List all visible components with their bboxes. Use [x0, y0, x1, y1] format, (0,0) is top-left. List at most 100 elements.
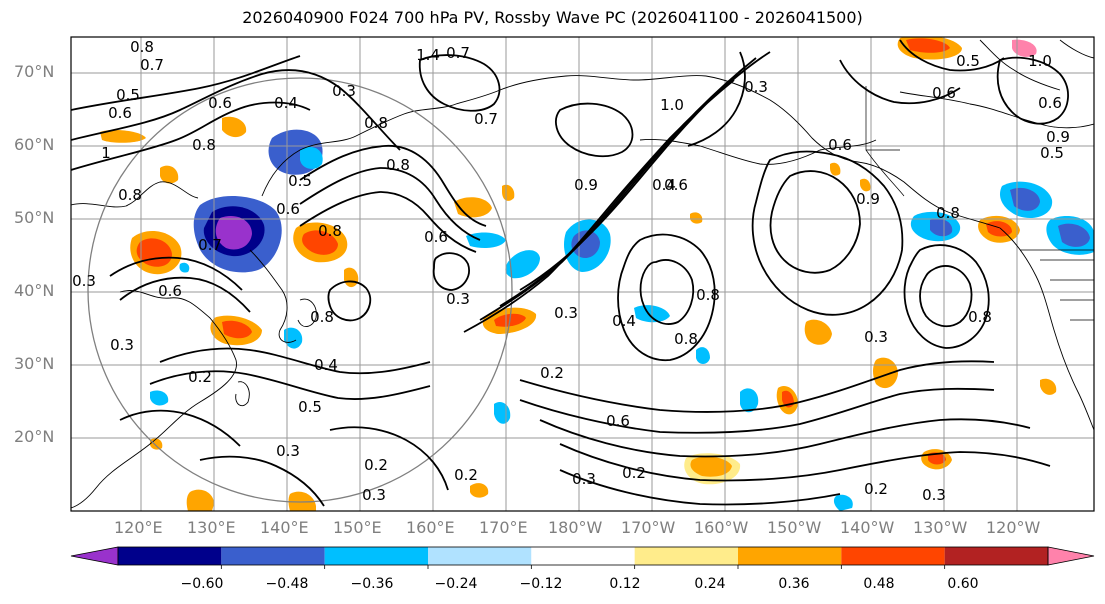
- negative-anomaly: [1058, 223, 1090, 247]
- contour-label: 0.3: [332, 82, 356, 100]
- negative-anomaly: [930, 218, 953, 237]
- lat-label: 40°N: [14, 281, 55, 300]
- negative-anomaly: [215, 215, 252, 250]
- contour-label: 0.3: [446, 290, 470, 308]
- contour-label: 0.5: [288, 172, 312, 190]
- pv-contours: [71, 39, 1069, 507]
- positive-anomaly: [502, 184, 515, 201]
- contour-label: 0.5: [298, 398, 322, 416]
- contour-label: 0.2: [622, 464, 646, 482]
- contour-label: 0.7: [474, 110, 498, 128]
- positive-anomaly: [470, 483, 489, 498]
- contour-label: 0.2: [188, 368, 212, 386]
- negative-anomaly: [179, 262, 190, 273]
- borders: [865, 86, 1094, 321]
- contour-labels: 0.8 0.7 1.4 0.7 0.5 0.6 0.6 0.4 0.3 0.7 …: [72, 38, 1070, 504]
- lat-label: 30°N: [14, 354, 55, 373]
- contour-label: 0.6: [1038, 94, 1062, 112]
- colorbar-extend-min: [70, 546, 119, 566]
- colorbar-segment: [841, 547, 945, 565]
- map-frame: [70, 36, 1095, 512]
- colorbar-tick-label: 0.60: [947, 576, 979, 592]
- colorbar-tick-label: 0.36: [778, 576, 810, 592]
- contour-label: 0.2: [454, 466, 478, 484]
- colorbar-tick-label: −0.12: [519, 576, 563, 592]
- contour-label: 0.9: [856, 190, 880, 208]
- positive-anomaly: [160, 165, 179, 184]
- colorbar-segment: [738, 547, 842, 565]
- colorbar-segment: [118, 547, 222, 565]
- contour-label: 0.7: [140, 56, 164, 74]
- contour-label: 0.6: [276, 200, 300, 218]
- contour-label: 0.6: [606, 412, 630, 430]
- colorbar-tick-label: 0.24: [694, 576, 726, 592]
- contour-label: 0.3: [362, 486, 386, 504]
- positive-anomaly: [690, 212, 703, 224]
- contour-label: 0.4: [274, 94, 298, 112]
- lon-label: 180°W: [548, 518, 603, 537]
- colorbar-segment: [324, 547, 428, 565]
- contour-label: 0.8: [130, 38, 154, 56]
- negative-anomaly: [466, 232, 506, 248]
- colorbar-segment: [531, 547, 635, 565]
- contour-label: 0.5: [956, 52, 980, 70]
- lat-label: 50°N: [14, 208, 55, 227]
- contour-label: 0.6: [828, 136, 852, 154]
- positive-anomaly: [804, 319, 832, 345]
- positive-anomaly: [222, 116, 247, 138]
- negative-anomaly: [300, 146, 323, 169]
- contour-label: 0.3: [110, 336, 134, 354]
- contour-label: 0.2: [540, 364, 564, 382]
- negative-anomaly: [833, 494, 853, 511]
- negative-anomaly: [696, 347, 710, 364]
- lon-label: 150°E: [333, 518, 382, 537]
- contour-label: 0.6: [108, 104, 132, 122]
- lon-label: 140°E: [260, 518, 309, 537]
- contour-label: 0.9: [1046, 128, 1070, 146]
- reference-circle: [87, 77, 513, 503]
- positive-anomaly: [830, 162, 841, 176]
- positive-anomaly: [860, 178, 871, 192]
- lat-label: 20°N: [14, 427, 55, 446]
- colorbar-tick-label: −0.24: [434, 576, 478, 592]
- contour-label: 0.8: [386, 156, 410, 174]
- contour-label: 0.6: [664, 176, 688, 194]
- lon-label: 160°W: [694, 518, 749, 537]
- lat-label: 60°N: [14, 135, 55, 154]
- colorbar-outline: [117, 546, 1049, 566]
- contour-label: 0.8: [364, 114, 388, 132]
- lon-label: 120°E: [114, 518, 163, 537]
- contour-label: 0.3: [276, 442, 300, 460]
- lon-label: 140°W: [840, 518, 895, 537]
- contour-label: 0.5: [116, 86, 140, 104]
- positive-anomaly: [222, 320, 252, 339]
- colorbar-tick-label: −0.48: [265, 576, 309, 592]
- contour-label: 0.2: [864, 480, 888, 498]
- negative-anomaly: [740, 388, 759, 413]
- negative-anomaly: [150, 390, 169, 406]
- positive-anomaly: [906, 38, 950, 53]
- lon-label: 130°E: [187, 518, 236, 537]
- contour-label: 0.8: [118, 186, 142, 204]
- contour-label: 0.3: [864, 328, 888, 346]
- contour-label: 0.3: [72, 272, 96, 290]
- negative-anomaly: [284, 327, 303, 349]
- positive-anomaly: [690, 456, 732, 477]
- contour-label: 0.5: [1040, 144, 1064, 162]
- contour-label: 1.4: [416, 46, 440, 64]
- lon-label: 170°W: [621, 518, 676, 537]
- positive-anomaly: [302, 230, 338, 255]
- contour-label: 0.7: [198, 236, 222, 254]
- map-panel: [71, 37, 1094, 511]
- positive-anomaly: [1012, 39, 1037, 57]
- contour-label: 0.6: [208, 94, 232, 112]
- contour-label: 0.4: [612, 312, 636, 330]
- contour-label: 1.0: [1028, 52, 1052, 70]
- colorbar-segment: [221, 547, 325, 565]
- lon-label: 120°W: [986, 518, 1041, 537]
- contour-label: 0.4: [314, 356, 338, 374]
- contour-label: 0.2: [364, 456, 388, 474]
- lat-label: 70°N: [14, 62, 55, 81]
- contour-label: 0.8: [696, 286, 720, 304]
